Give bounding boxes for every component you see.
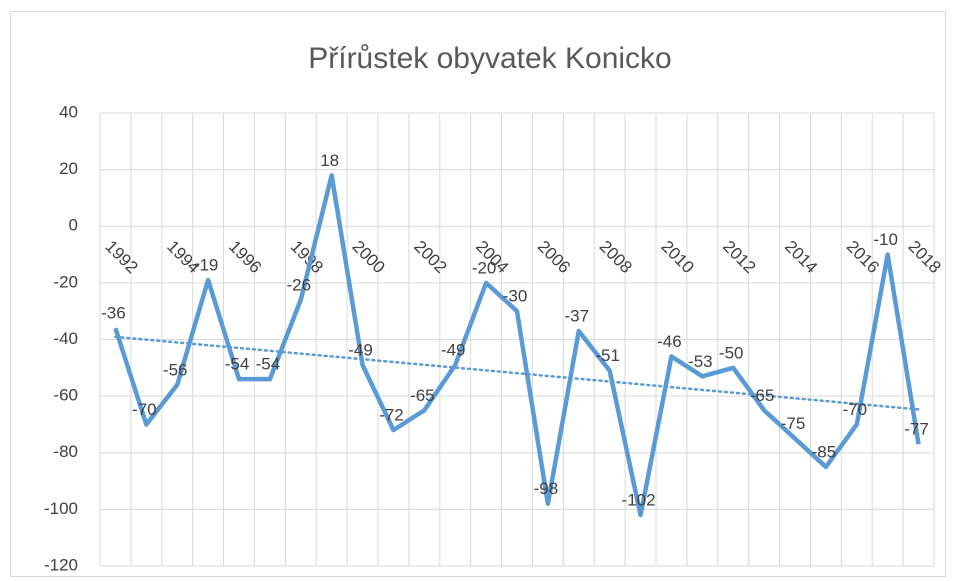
data-label: -75 bbox=[781, 414, 806, 433]
data-label: -51 bbox=[595, 346, 620, 365]
data-label: -98 bbox=[534, 479, 559, 498]
data-label: -54 bbox=[225, 355, 250, 374]
data-label: -56 bbox=[163, 360, 188, 379]
data-label: -72 bbox=[379, 406, 404, 425]
y-tick-label: -60 bbox=[53, 386, 78, 405]
y-tick-label: -120 bbox=[44, 555, 78, 574]
data-label: -70 bbox=[842, 400, 867, 419]
data-label: -10 bbox=[873, 230, 898, 249]
data-label: -20 bbox=[472, 258, 497, 277]
data-label: -65 bbox=[410, 386, 435, 405]
data-label: -54 bbox=[256, 355, 281, 374]
data-label: -102 bbox=[622, 491, 656, 510]
y-tick-label: -40 bbox=[53, 329, 78, 348]
data-label: -70 bbox=[132, 400, 157, 419]
trendline bbox=[114, 335, 920, 411]
y-tick-label: -20 bbox=[53, 272, 78, 291]
y-tick-label: -100 bbox=[44, 499, 78, 518]
y-tick-label: -80 bbox=[53, 442, 78, 461]
chart-border bbox=[10, 11, 946, 577]
data-label: -36 bbox=[101, 304, 126, 323]
data-label: 18 bbox=[320, 151, 339, 170]
data-label: -65 bbox=[750, 386, 775, 405]
data-label: -19 bbox=[194, 256, 219, 275]
data-label: -50 bbox=[719, 343, 744, 362]
data-label: -26 bbox=[286, 275, 311, 294]
y-tick-label: 20 bbox=[59, 159, 78, 178]
line bbox=[113, 173, 921, 518]
data-label: -49 bbox=[441, 340, 466, 359]
chart-title: Přírůstek obyvatek Konicko bbox=[308, 42, 672, 75]
data-label: -30 bbox=[503, 287, 528, 306]
y-tick-label: 0 bbox=[69, 216, 78, 235]
data-label: -49 bbox=[348, 340, 373, 359]
data-label: -46 bbox=[657, 332, 682, 351]
data-label: -37 bbox=[564, 306, 589, 325]
y-tick-label: 40 bbox=[59, 102, 78, 121]
data-label: -77 bbox=[904, 420, 929, 439]
data-label: -53 bbox=[688, 352, 713, 371]
data-label: -85 bbox=[812, 442, 837, 461]
